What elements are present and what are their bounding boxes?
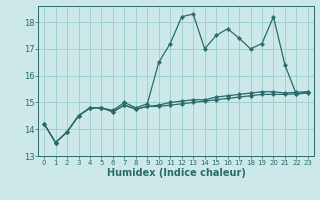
X-axis label: Humidex (Indice chaleur): Humidex (Indice chaleur)	[107, 168, 245, 178]
